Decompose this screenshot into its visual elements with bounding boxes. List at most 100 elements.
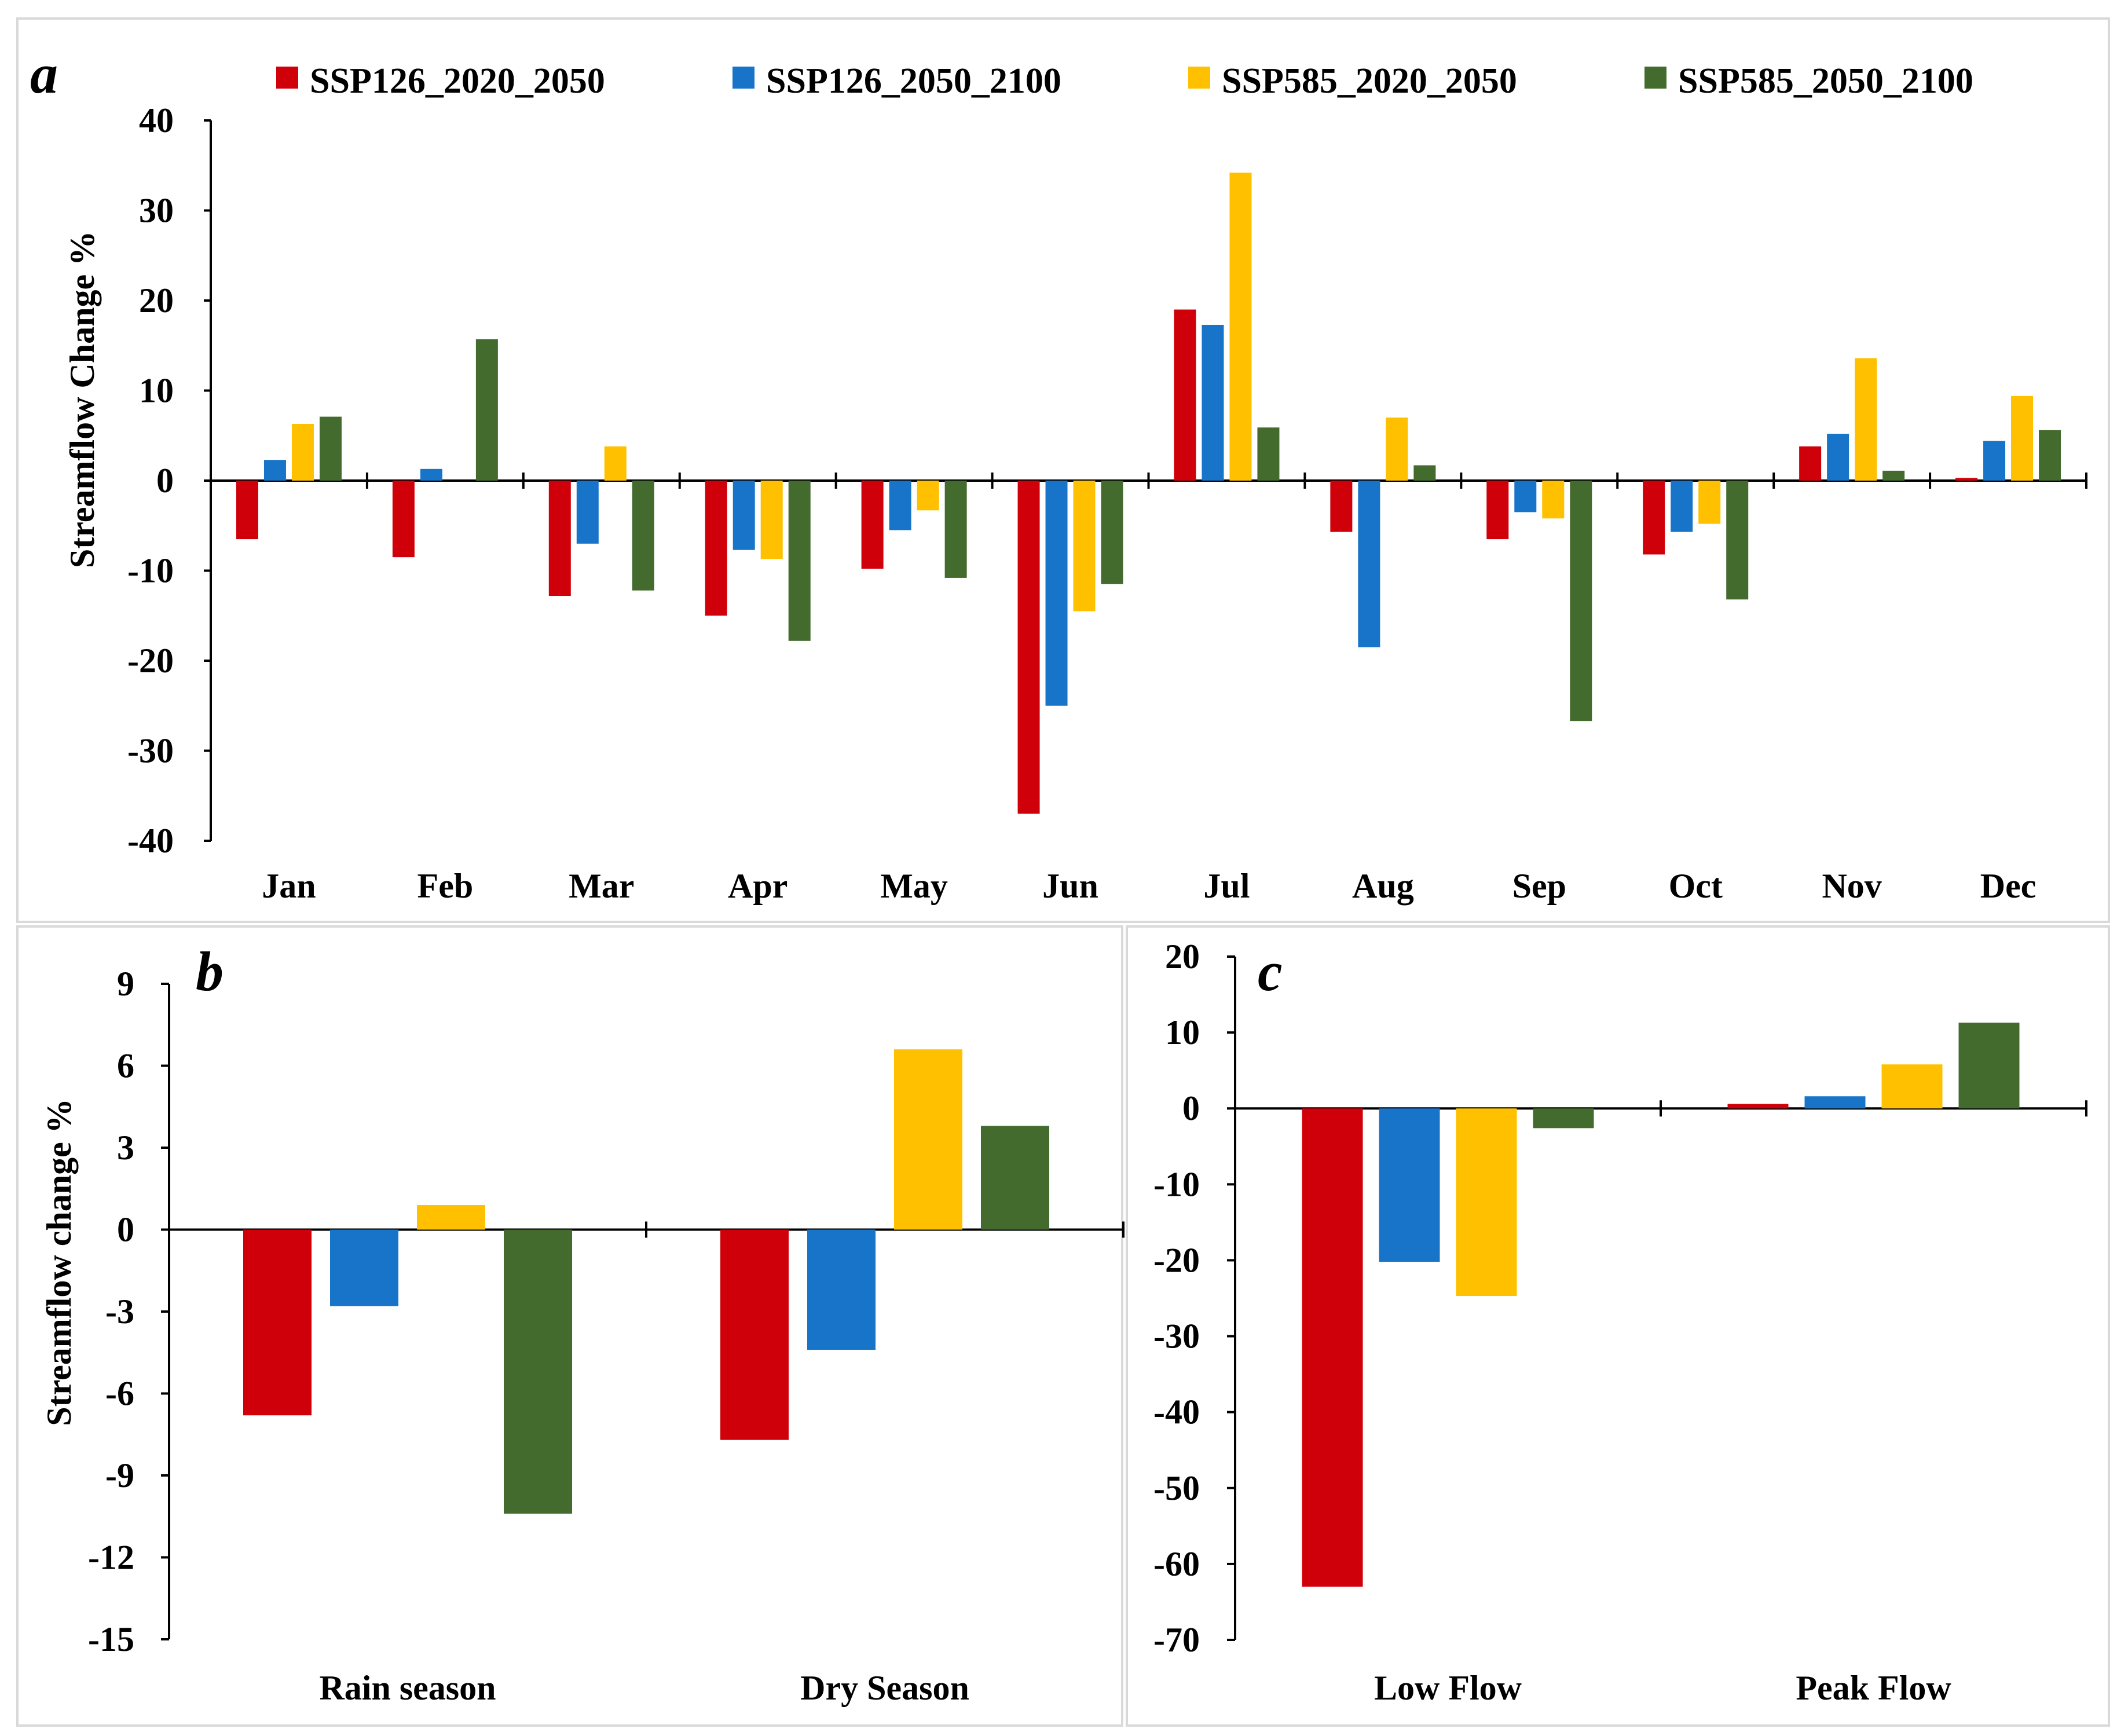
bar-ssp585-2050-2100-low-flow bbox=[1533, 1108, 1594, 1129]
bar-ssp126-2020-2050-nov bbox=[1799, 446, 1822, 481]
bar-ssp126-2020-2050-may bbox=[861, 481, 884, 569]
bar-ssp126-2020-2050-jul bbox=[1174, 309, 1196, 481]
bar-ssp585-2020-2050-apr bbox=[760, 481, 783, 559]
bar-ssp126-2050-2100-dec bbox=[1983, 441, 2006, 481]
y-tick-label: 9 bbox=[117, 965, 134, 1003]
y-tick-label: 3 bbox=[117, 1129, 134, 1167]
bar-ssp585-2050-2100-rain-season bbox=[504, 1229, 572, 1514]
panel-b-letter: b bbox=[196, 940, 224, 1002]
panel-c-plot: 20 10 0 -10 -20 -30 -40 -50 -60 -70 Low Flow Peak F… bbox=[1153, 937, 2087, 1707]
y-tick-label: -9 bbox=[105, 1456, 134, 1495]
bar-ssp585-2050-2100-jun bbox=[1101, 481, 1123, 584]
bar-ssp585-2020-2050-dry-season bbox=[894, 1049, 962, 1230]
bar-ssp126-2020-2050-apr bbox=[705, 481, 727, 616]
panel-b-plot: 9 6 3 0 -3 -6 -9 -12 -15 Rain season Dry Season bbox=[88, 965, 1125, 1707]
bar-ssp585-2020-2050-aug bbox=[1386, 417, 1408, 481]
x-category-label-feb: Feb bbox=[417, 867, 474, 905]
bar-ssp126-2050-2100-may bbox=[889, 481, 911, 530]
panel-a-plot: 40 30 20 10 0 -10 -20 -30 -40 Jan Feb Mar Apr May Jun J… bbox=[127, 101, 2087, 905]
panel-a-y-axis-title: Streamflow Change % bbox=[63, 231, 101, 568]
y-tick-label: 6 bbox=[117, 1047, 134, 1085]
x-category-label-aug: Aug bbox=[1352, 867, 1414, 905]
x-category-label-rain-season: Rain season bbox=[319, 1669, 496, 1707]
legend-label-ssp585-2050-2100: SSP585_2050_2100 bbox=[1678, 61, 1973, 101]
bar-ssp585-2050-2100-peak-flow bbox=[1958, 1023, 2020, 1109]
y-tick-label: 0 bbox=[1182, 1089, 1200, 1127]
bar-ssp126-2050-2100-rain-season bbox=[330, 1229, 398, 1306]
bar-ssp585-2050-2100-aug bbox=[1413, 465, 1436, 481]
x-category-label-jul: Jul bbox=[1203, 867, 1250, 905]
y-tick-label: -30 bbox=[1153, 1317, 1200, 1356]
bar-ssp585-2050-2100-may bbox=[944, 481, 967, 578]
bar-ssp585-2020-2050-may bbox=[917, 481, 939, 511]
bar-ssp126-2050-2100-mar bbox=[576, 481, 599, 544]
bar-ssp585-2050-2100-jul bbox=[1257, 427, 1280, 481]
bar-ssp126-2050-2100-apr bbox=[732, 481, 755, 550]
bar-ssp585-2020-2050-peak-flow bbox=[1881, 1064, 1943, 1109]
legend-swatch-ssp585-2020-2050 bbox=[1188, 67, 1210, 89]
bar-ssp585-2020-2050-dec bbox=[2011, 395, 2034, 481]
bar-ssp126-2050-2100-sep bbox=[1514, 481, 1537, 512]
y-tick-label: 20 bbox=[139, 281, 174, 320]
x-category-label-dry-season: Dry Season bbox=[800, 1669, 969, 1707]
y-tick-label: 10 bbox=[139, 372, 174, 410]
legend-label-ssp126-2050-2100: SSP126_2050_2100 bbox=[766, 61, 1061, 101]
panel-a-frame bbox=[16, 17, 2110, 923]
bar-ssp585-2020-2050-oct bbox=[1698, 481, 1721, 524]
y-tick-label: 0 bbox=[117, 1211, 134, 1249]
x-category-label-peak-flow: Peak Flow bbox=[1796, 1669, 1951, 1707]
x-category-label-apr: Apr bbox=[728, 867, 788, 905]
legend: SSP126_2020_2050 SSP126_2050_2100 SSP585… bbox=[276, 61, 1973, 101]
bar-ssp585-2050-2100-jan bbox=[319, 416, 342, 481]
bar-ssp126-2050-2100-feb bbox=[420, 468, 442, 481]
bar-ssp585-2050-2100-oct bbox=[1726, 481, 1749, 600]
panel-b-y-axis-title: Streamflow change % bbox=[40, 1098, 78, 1426]
bar-ssp126-2050-2100-jan bbox=[263, 460, 286, 481]
y-tick-label: -40 bbox=[1153, 1393, 1200, 1431]
bar-ssp126-2050-2100-peak-flow bbox=[1804, 1096, 1866, 1109]
y-tick-label: -20 bbox=[127, 642, 174, 680]
x-category-label-oct: Oct bbox=[1669, 867, 1723, 905]
legend-label-ssp585-2020-2050: SSP585_2020_2050 bbox=[1222, 61, 1517, 101]
bar-ssp126-2050-2100-dry-season bbox=[807, 1229, 876, 1350]
x-category-label-mar: Mar bbox=[569, 867, 634, 905]
bar-ssp585-2020-2050-jul bbox=[1229, 173, 1252, 481]
bar-ssp126-2020-2050-dec bbox=[1955, 478, 1978, 481]
bar-ssp585-2020-2050-sep bbox=[1542, 481, 1565, 519]
y-tick-label: -15 bbox=[88, 1620, 134, 1658]
y-tick-label: 20 bbox=[1165, 937, 1200, 976]
bar-ssp585-2050-2100-apr bbox=[788, 481, 811, 641]
bar-ssp126-2020-2050-mar bbox=[548, 481, 571, 596]
panel-b-frame bbox=[16, 925, 1123, 1727]
legend-label-ssp126-2020-2050: SSP126_2020_2050 bbox=[310, 61, 605, 101]
bar-ssp126-2050-2100-nov bbox=[1827, 434, 1849, 481]
bar-ssp126-2020-2050-jun bbox=[1017, 481, 1040, 814]
y-tick-label: 10 bbox=[1165, 1013, 1200, 1052]
bar-ssp126-2050-2100-low-flow bbox=[1379, 1108, 1440, 1262]
x-category-label-sep: Sep bbox=[1512, 867, 1566, 905]
y-tick-label: -60 bbox=[1153, 1545, 1200, 1583]
bar-ssp585-2020-2050-jun bbox=[1073, 481, 1096, 611]
legend-swatch-ssp126-2050-2100 bbox=[732, 67, 754, 89]
bar-ssp585-2050-2100-sep bbox=[1570, 481, 1592, 721]
y-tick-label: 40 bbox=[139, 101, 174, 140]
panel-a-letter: a bbox=[30, 43, 58, 105]
bar-ssp585-2020-2050-mar bbox=[604, 446, 627, 481]
bar-ssp585-2020-2050-nov bbox=[1855, 358, 1877, 481]
bar-ssp585-2050-2100-mar bbox=[632, 481, 654, 591]
panel-c-frame bbox=[1126, 925, 2110, 1727]
y-tick-label: -50 bbox=[1153, 1469, 1200, 1507]
y-tick-label: 30 bbox=[139, 192, 174, 230]
bar-ssp585-2050-2100-dec bbox=[2039, 430, 2061, 481]
x-category-label-jan: Jan bbox=[262, 867, 316, 905]
y-tick-label: -10 bbox=[1153, 1165, 1200, 1203]
bar-ssp126-2050-2100-aug bbox=[1358, 481, 1380, 647]
bar-ssp126-2020-2050-low-flow bbox=[1302, 1108, 1363, 1587]
bar-ssp126-2050-2100-jul bbox=[1202, 324, 1224, 481]
bar-ssp126-2020-2050-sep bbox=[1486, 481, 1509, 540]
x-category-label-low-flow: Low Flow bbox=[1374, 1669, 1522, 1707]
bar-ssp585-2020-2050-low-flow bbox=[1456, 1108, 1517, 1296]
y-tick-label: -70 bbox=[1153, 1621, 1200, 1659]
bar-ssp126-2050-2100-jun bbox=[1045, 481, 1068, 706]
